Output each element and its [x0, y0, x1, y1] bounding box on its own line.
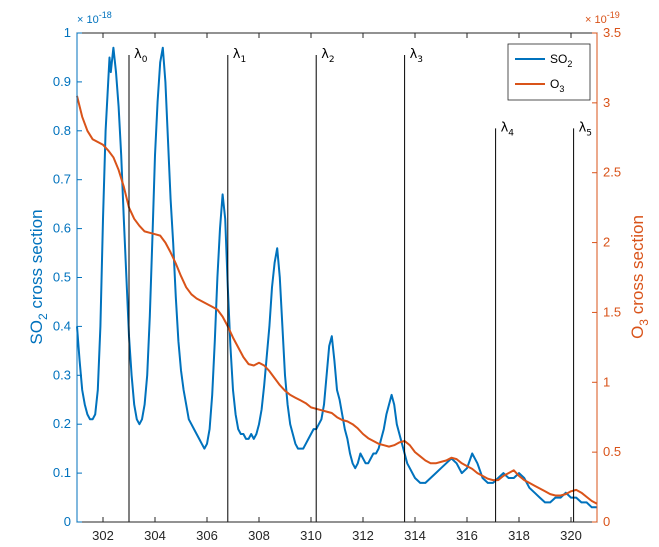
legend: SO2 O3 — [507, 43, 591, 101]
wavelength-marker-label-4: λ4 — [501, 120, 515, 138]
wavelength-marker-label-5: λ5 — [579, 120, 592, 138]
left-axis-label-sub: 2 — [36, 313, 50, 320]
x-tick-label: 306 — [196, 528, 218, 543]
right-tick-label: 2.5 — [603, 165, 621, 180]
legend-so2-sub: 2 — [567, 59, 572, 69]
right-tick-label: 3.5 — [603, 25, 621, 40]
series-line-o3 — [76, 95, 598, 505]
x-tick-label: 320 — [560, 528, 582, 543]
left-tick-label: 0.6 — [53, 221, 71, 236]
right-axis-label-rest: cross section — [628, 215, 647, 319]
plot-area — [77, 33, 597, 522]
left-axis-label: SO2 cross section — [27, 209, 50, 344]
right-axis-label-main: O — [628, 326, 647, 339]
right-tick-label: 1.5 — [603, 304, 621, 319]
x-tick-label: 314 — [404, 528, 426, 543]
x-tick-label: 318 — [508, 528, 530, 543]
x-tick-label: 304 — [144, 528, 166, 543]
left-multiplier-base: × 10 — [77, 14, 99, 26]
series-line-so2 — [76, 46, 597, 509]
legend-box — [507, 43, 591, 101]
right-tick-label: 3 — [603, 95, 610, 110]
wavelength-marker-layer: λ0 λ1 λ2 λ3 λ4 λ5 — [128, 47, 592, 522]
left-axis-label-rest: cross section — [27, 209, 46, 313]
left-axis-label-main: SO — [27, 320, 46, 345]
x-tick-label: 302 — [92, 528, 114, 543]
legend-label-so2: SO2 — [550, 52, 572, 69]
wavelength-marker-label-1: λ1 — [233, 47, 246, 65]
x-tick-label: 310 — [300, 528, 322, 543]
right-tick-label: 0 — [603, 514, 610, 529]
series-layer — [76, 46, 598, 509]
legend-o3-sub: 3 — [559, 84, 564, 94]
legend-o3-main: O — [550, 77, 559, 91]
right-axis-label: O3 cross section — [628, 215, 651, 339]
right-multiplier-base: × 10 — [585, 14, 607, 26]
right-tick-label: 1 — [603, 374, 610, 389]
x-tick-label: 312 — [352, 528, 374, 543]
legend-so2-main: SO — [550, 52, 567, 66]
right-axis-multiplier: × 10-19 — [585, 10, 620, 26]
left-axis-multiplier: × 10-18 — [77, 10, 112, 26]
wavelength-marker-label-3: λ3 — [410, 47, 423, 65]
left-tick-label: 0.9 — [53, 74, 71, 89]
x-tick-label: 308 — [248, 528, 270, 543]
legend-label-o3: O3 — [550, 77, 564, 94]
wavelength-marker-label-2: λ2 — [321, 47, 334, 65]
axis-layer: 0 0.1 0.2 0.3 0.4 0.5 0.6 0.7 0.8 0.9 1 0 0.5 1 1.5 2 2.… — [53, 25, 621, 543]
right-multiplier-exponent: -19 — [607, 10, 620, 20]
right-tick-label: 2 — [603, 235, 610, 250]
left-tick-label: 1 — [64, 25, 71, 40]
left-multiplier-exponent: -18 — [99, 10, 112, 20]
right-axis-label-sub: 3 — [637, 319, 651, 326]
left-tick-label: 0.5 — [53, 270, 71, 285]
left-tick-label: 0.1 — [53, 465, 71, 480]
left-tick-label: 0.3 — [53, 367, 71, 382]
x-tick-label: 316 — [456, 528, 478, 543]
left-tick-label: 0 — [64, 514, 71, 529]
left-tick-label: 0.7 — [53, 172, 71, 187]
left-tick-label: 0.8 — [53, 123, 71, 138]
left-tick-label: 0.2 — [53, 416, 71, 431]
right-tick-label: 0.5 — [603, 444, 621, 459]
left-tick-label: 0.4 — [53, 318, 71, 333]
wavelength-marker-label-0: λ0 — [134, 47, 148, 65]
